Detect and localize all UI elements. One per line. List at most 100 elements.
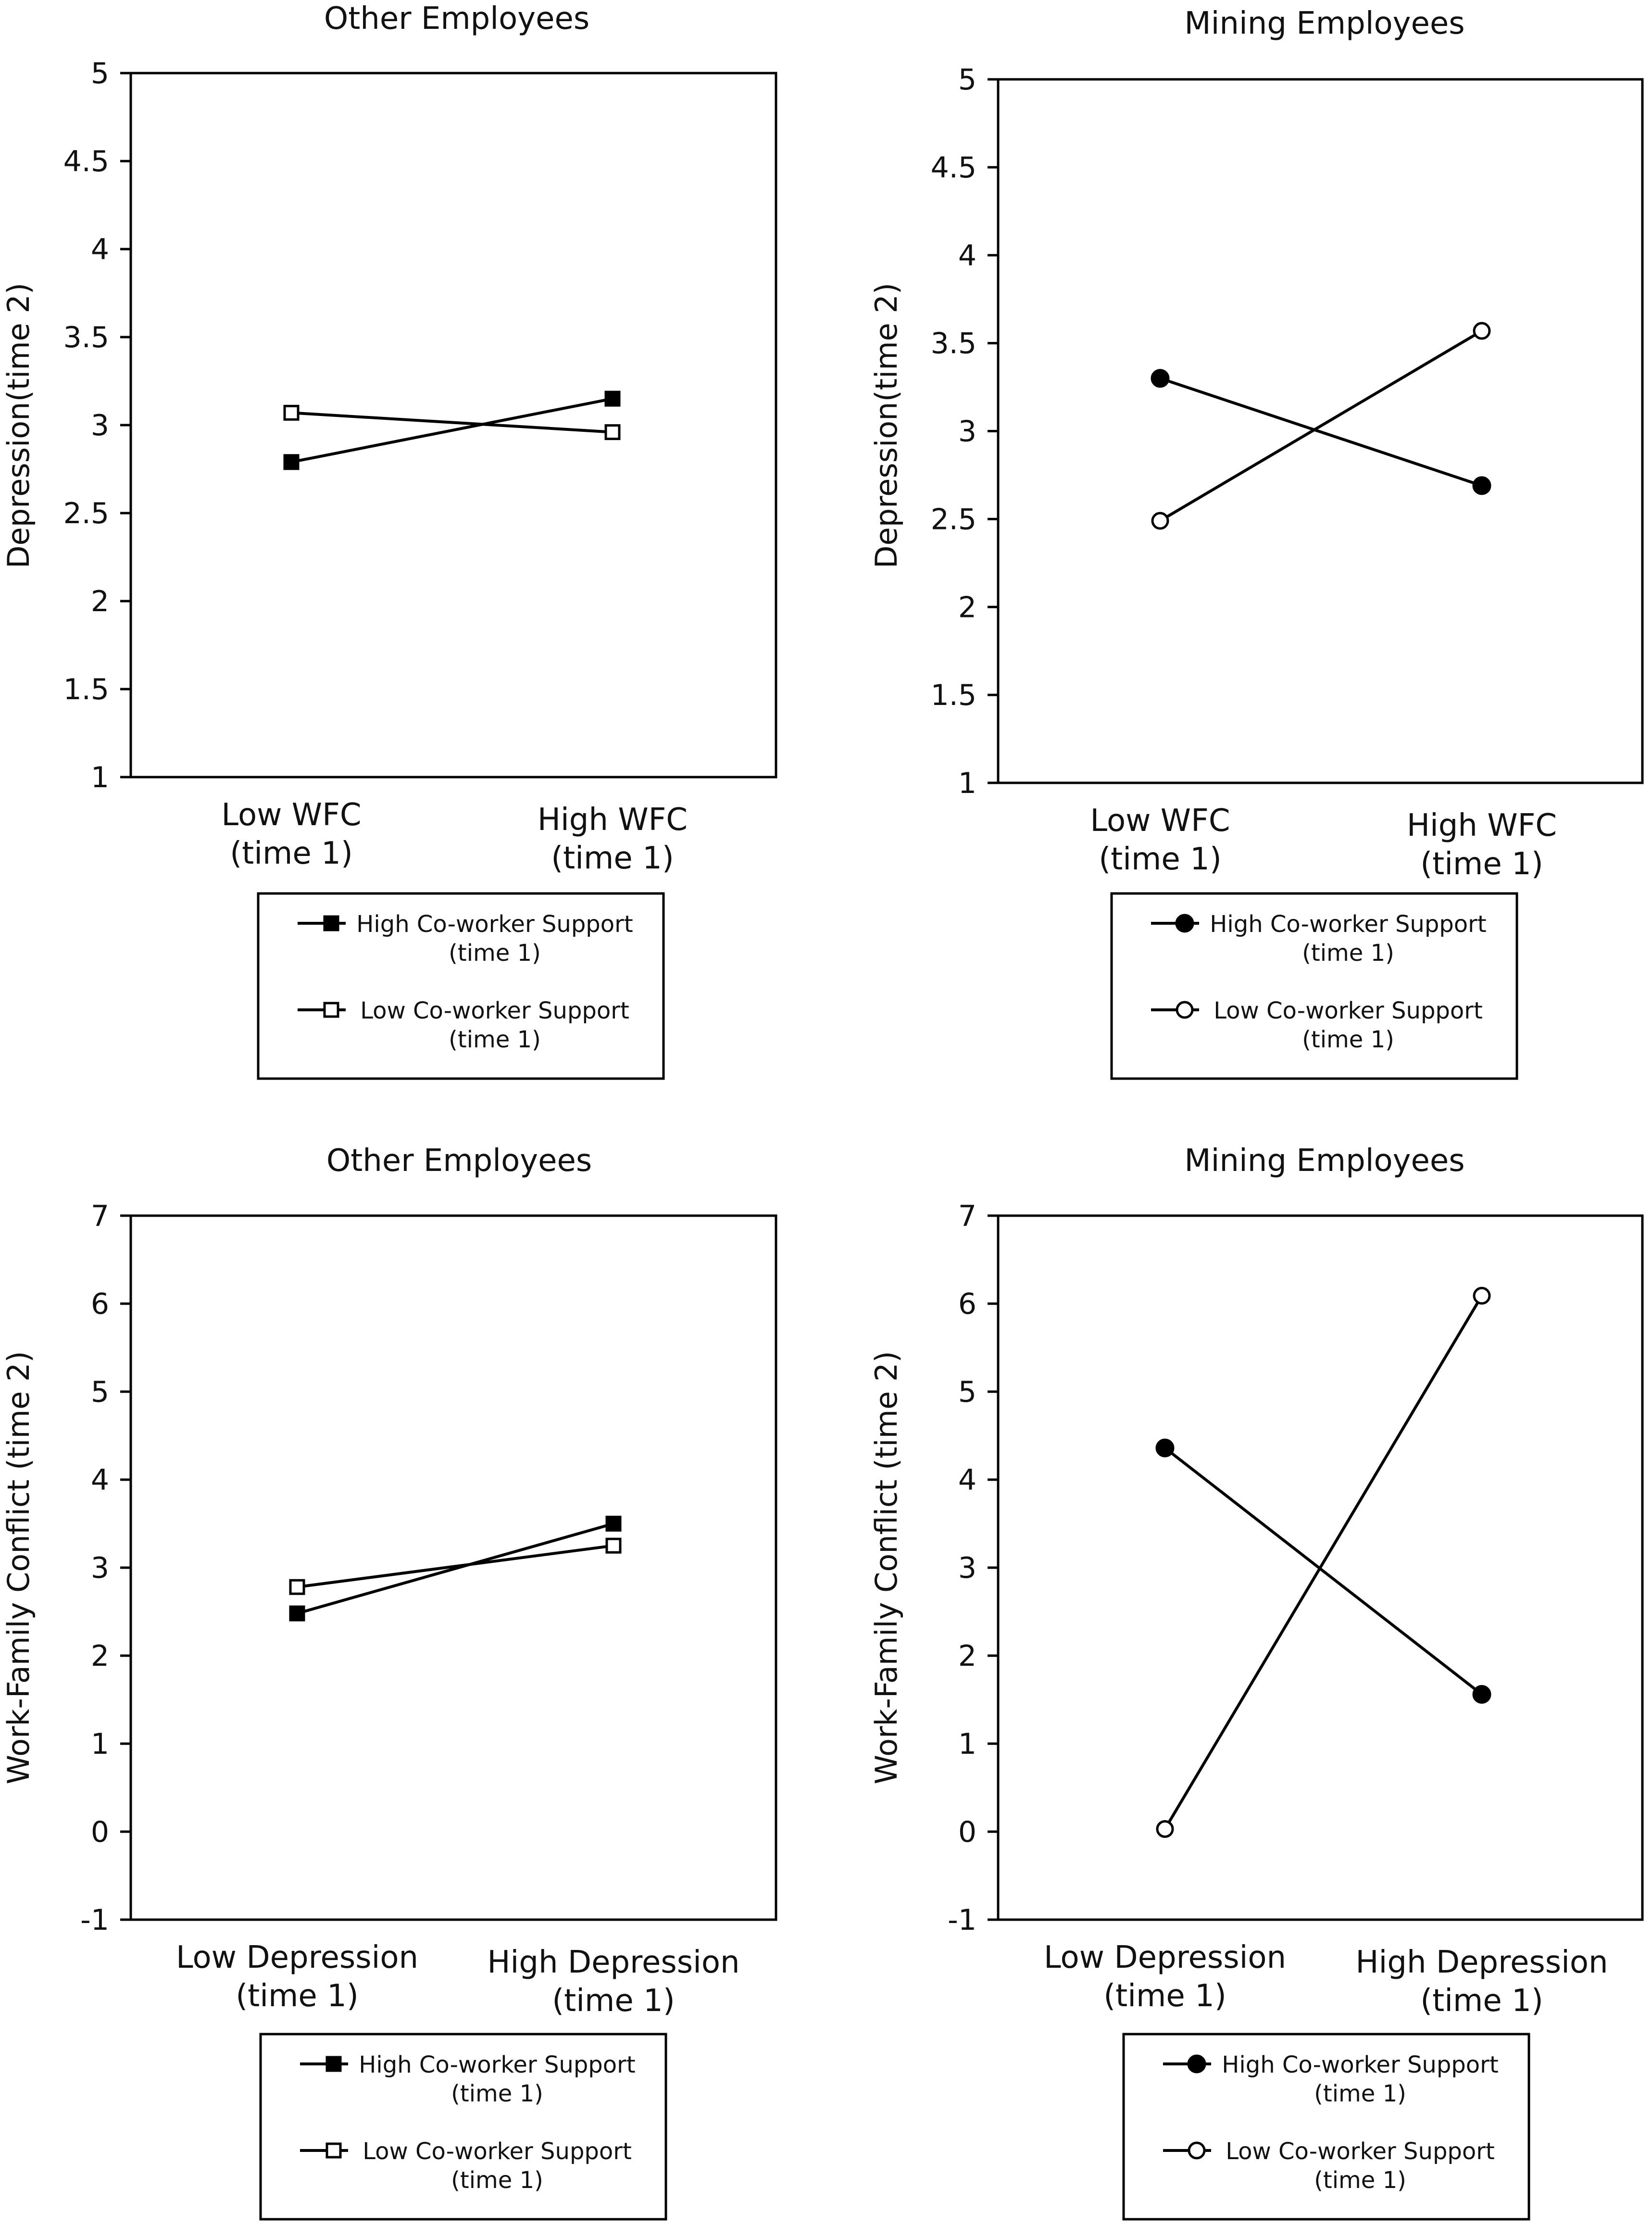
data-point-marker (289, 1605, 305, 1622)
legend-marker (1188, 2141, 1206, 2160)
legend-marker (325, 2142, 342, 2159)
chart-panel-3: Other Employees Work-Family Conflict (tim… (1, 1143, 777, 2221)
series-line (1159, 329, 1483, 522)
legend-label: High Co-worker Support (1210, 911, 1486, 938)
legend-label-sub: (time 1) (451, 2167, 543, 2194)
legend: High Co-worker Support(time 1)Low Co-wor… (259, 2033, 667, 2221)
y-tick-label: 3.5 (63, 321, 109, 354)
y-tick-label: 2 (91, 1639, 109, 1673)
legend-marker (325, 2056, 342, 2072)
x-category-label: Low Depression (time 1) (176, 1940, 418, 2014)
x-category-label: Low WFC (time 1) (1090, 803, 1230, 877)
y-tick-label: 4 (91, 233, 109, 266)
y-tick-label: 6 (91, 1287, 109, 1321)
y-tick-label: 3 (958, 415, 976, 449)
y-axis-label: Work-Family Conflict (time 2) (869, 1351, 904, 1784)
y-tick-label: 5 (91, 57, 109, 90)
legend-label-sub: (time 1) (449, 940, 541, 967)
legend-label-sub: (time 1) (1302, 940, 1394, 967)
y-tick-label: 2.5 (63, 497, 109, 530)
legend-label: High Co-worker Support (1222, 2051, 1498, 2078)
legend-label: Low Co-worker Support (1214, 997, 1483, 1024)
y-tick-label: 5 (91, 1375, 109, 1409)
legend-label-sub: (time 1) (1314, 2167, 1406, 2194)
series-high-coworker-support (289, 1516, 622, 1622)
series-line (291, 411, 613, 434)
y-tick-label: 2 (91, 585, 109, 618)
data-point-marker (283, 404, 300, 421)
y-axis-label: Depression(time 2) (869, 283, 904, 568)
y-tick-label: 5 (958, 63, 976, 97)
series-line (297, 1544, 614, 1589)
series-low-coworker-support (1151, 322, 1491, 530)
legend-marker (1176, 1001, 1194, 1019)
y-tick-label: 1 (958, 767, 976, 800)
series-line (1160, 377, 1482, 487)
data-point-marker (1151, 369, 1170, 388)
legend: High Co-worker Support(time 1)Low Co-wor… (257, 892, 665, 1080)
x-category-label: Low WFC (time 1) (221, 797, 361, 871)
y-tick-label: 4 (958, 239, 976, 273)
data-point-marker (604, 424, 621, 440)
x-category-label: Low Depression (time 1) (1044, 1940, 1286, 2014)
y-tick-label: 4.5 (63, 145, 109, 178)
chart-title: Other Employees (326, 1143, 592, 1179)
y-tick-label: 1.5 (931, 679, 976, 712)
series-low-coworker-support (1156, 1287, 1491, 1838)
y-axis-label: Work-Family Conflict (time 2) (1, 1351, 36, 1784)
data-point-marker (289, 1579, 305, 1595)
chart-panel-4: Mining Employees Work-Family Conflict (ti… (869, 1143, 1644, 2221)
y-tick-label: 2 (958, 1639, 976, 1673)
y-tick-label: 1 (958, 1727, 976, 1761)
y-tick-label: 2.5 (931, 503, 976, 536)
y-tick-label: 1.5 (63, 673, 109, 706)
y-tick-label: 3 (91, 1551, 109, 1585)
y-tick-label: -1 (80, 1903, 109, 1937)
y-tick-label: 3.5 (931, 327, 976, 361)
y-tick-label: 7 (958, 1199, 976, 1233)
chart-panel-2: Mining Employees Depression(time 2) 1 1.5 2 2… (869, 6, 1644, 1080)
legend-label: High Co-worker Support (356, 911, 633, 938)
data-point-marker (1473, 322, 1491, 340)
legend: High Co-worker Support(time 1)Low Co-wor… (1122, 2033, 1530, 2221)
y-tick-label: -1 (948, 1903, 976, 1937)
x-category-label: High WFC (time 1) (538, 802, 688, 876)
y-tick-label: 1 (91, 761, 109, 794)
data-point-marker (1155, 1438, 1175, 1458)
data-point-marker (605, 1516, 622, 1532)
y-tick-label: 6 (958, 1287, 976, 1321)
data-point-marker (605, 1537, 622, 1554)
y-tick-label: 4 (958, 1463, 976, 1497)
data-point-marker (283, 454, 300, 470)
legend-marker (1187, 2054, 1206, 2074)
legend-label-sub: (time 1) (451, 2080, 543, 2107)
series-line (1164, 1295, 1483, 1830)
series-line (297, 1522, 614, 1615)
series-low-coworker-support (289, 1537, 622, 1595)
y-tick-label: 1 (91, 1727, 109, 1761)
x-category-label: High WFC (time 1) (1407, 808, 1557, 882)
y-tick-label: 3 (958, 1551, 976, 1585)
legend-marker (1175, 914, 1194, 933)
data-point-marker (1472, 1685, 1491, 1704)
data-point-marker (1472, 476, 1491, 495)
series-high-coworker-support (283, 390, 621, 470)
series-high-coworker-support (1155, 1438, 1491, 1704)
data-point-marker (604, 390, 621, 407)
plot-frame (129, 72, 777, 779)
chart-panel-1: Other Employees Depression(time 2) 1 1.5 2 2.… (1, 1, 777, 1080)
legend-label: Low Co-worker Support (363, 2138, 632, 2165)
y-tick-label: 0 (91, 1815, 109, 1849)
legend-label-sub: (time 1) (449, 1026, 541, 1053)
legend-label: High Co-worker Support (359, 2051, 635, 2078)
y-tick-label: 4 (91, 1463, 109, 1497)
y-tick-label: 4.5 (931, 151, 976, 185)
legend-label: Low Co-worker Support (360, 997, 629, 1024)
x-category-label: High Depression (time 1) (1355, 1945, 1608, 2019)
legend-marker (323, 915, 339, 931)
legend: High Co-worker Support(time 1) Low Co-wor… (1110, 892, 1518, 1080)
chart-title: Mining Employees (1184, 6, 1464, 41)
x-category-label: High Depression (time 1) (487, 1945, 739, 2019)
y-tick-label: 7 (91, 1199, 109, 1233)
